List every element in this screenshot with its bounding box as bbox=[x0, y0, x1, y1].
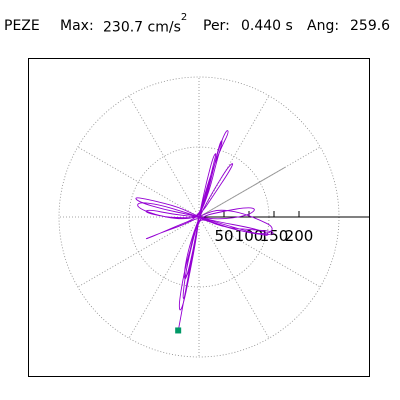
grid-spoke-210 bbox=[77, 216, 200, 288]
trace-group bbox=[135, 130, 274, 331]
max-value-exponent: 2 bbox=[180, 12, 188, 23]
header: PEZE Max: 230.7 cm/s2 Per: 0.440 s Ang: … bbox=[4, 12, 396, 40]
acceleration-trace bbox=[135, 130, 274, 331]
grid-spoke-150 bbox=[77, 146, 200, 218]
radial-tick-label-150: 150 bbox=[260, 227, 289, 245]
max-value-text: 230.7 cm/s bbox=[103, 19, 181, 36]
grid-spoke-330 bbox=[198, 216, 321, 288]
radial-tick-label-50: 50 bbox=[214, 227, 233, 245]
angle-label: Ang: bbox=[307, 18, 340, 34]
grid-spoke-300 bbox=[198, 216, 270, 339]
station-code: PEZE bbox=[4, 18, 40, 34]
angle-value: 259.6 bbox=[350, 18, 391, 34]
period-value: 0.440 s bbox=[241, 18, 293, 34]
period-label: Per: bbox=[203, 18, 230, 34]
marks-group bbox=[175, 327, 182, 334]
plot-frame bbox=[28, 58, 370, 377]
grid-spoke-120 bbox=[128, 95, 200, 218]
grid-spoke-240 bbox=[128, 216, 200, 339]
radial-tick-label-200: 200 bbox=[285, 227, 314, 245]
grid-spoke-60 bbox=[198, 95, 270, 218]
max-value: 230.7 cm/s2 bbox=[103, 12, 187, 36]
max-label: Max: bbox=[60, 18, 94, 34]
reference-direction-line bbox=[198, 166, 286, 218]
radial-tick-label-100: 100 bbox=[235, 227, 264, 245]
peak-marker bbox=[175, 327, 182, 334]
